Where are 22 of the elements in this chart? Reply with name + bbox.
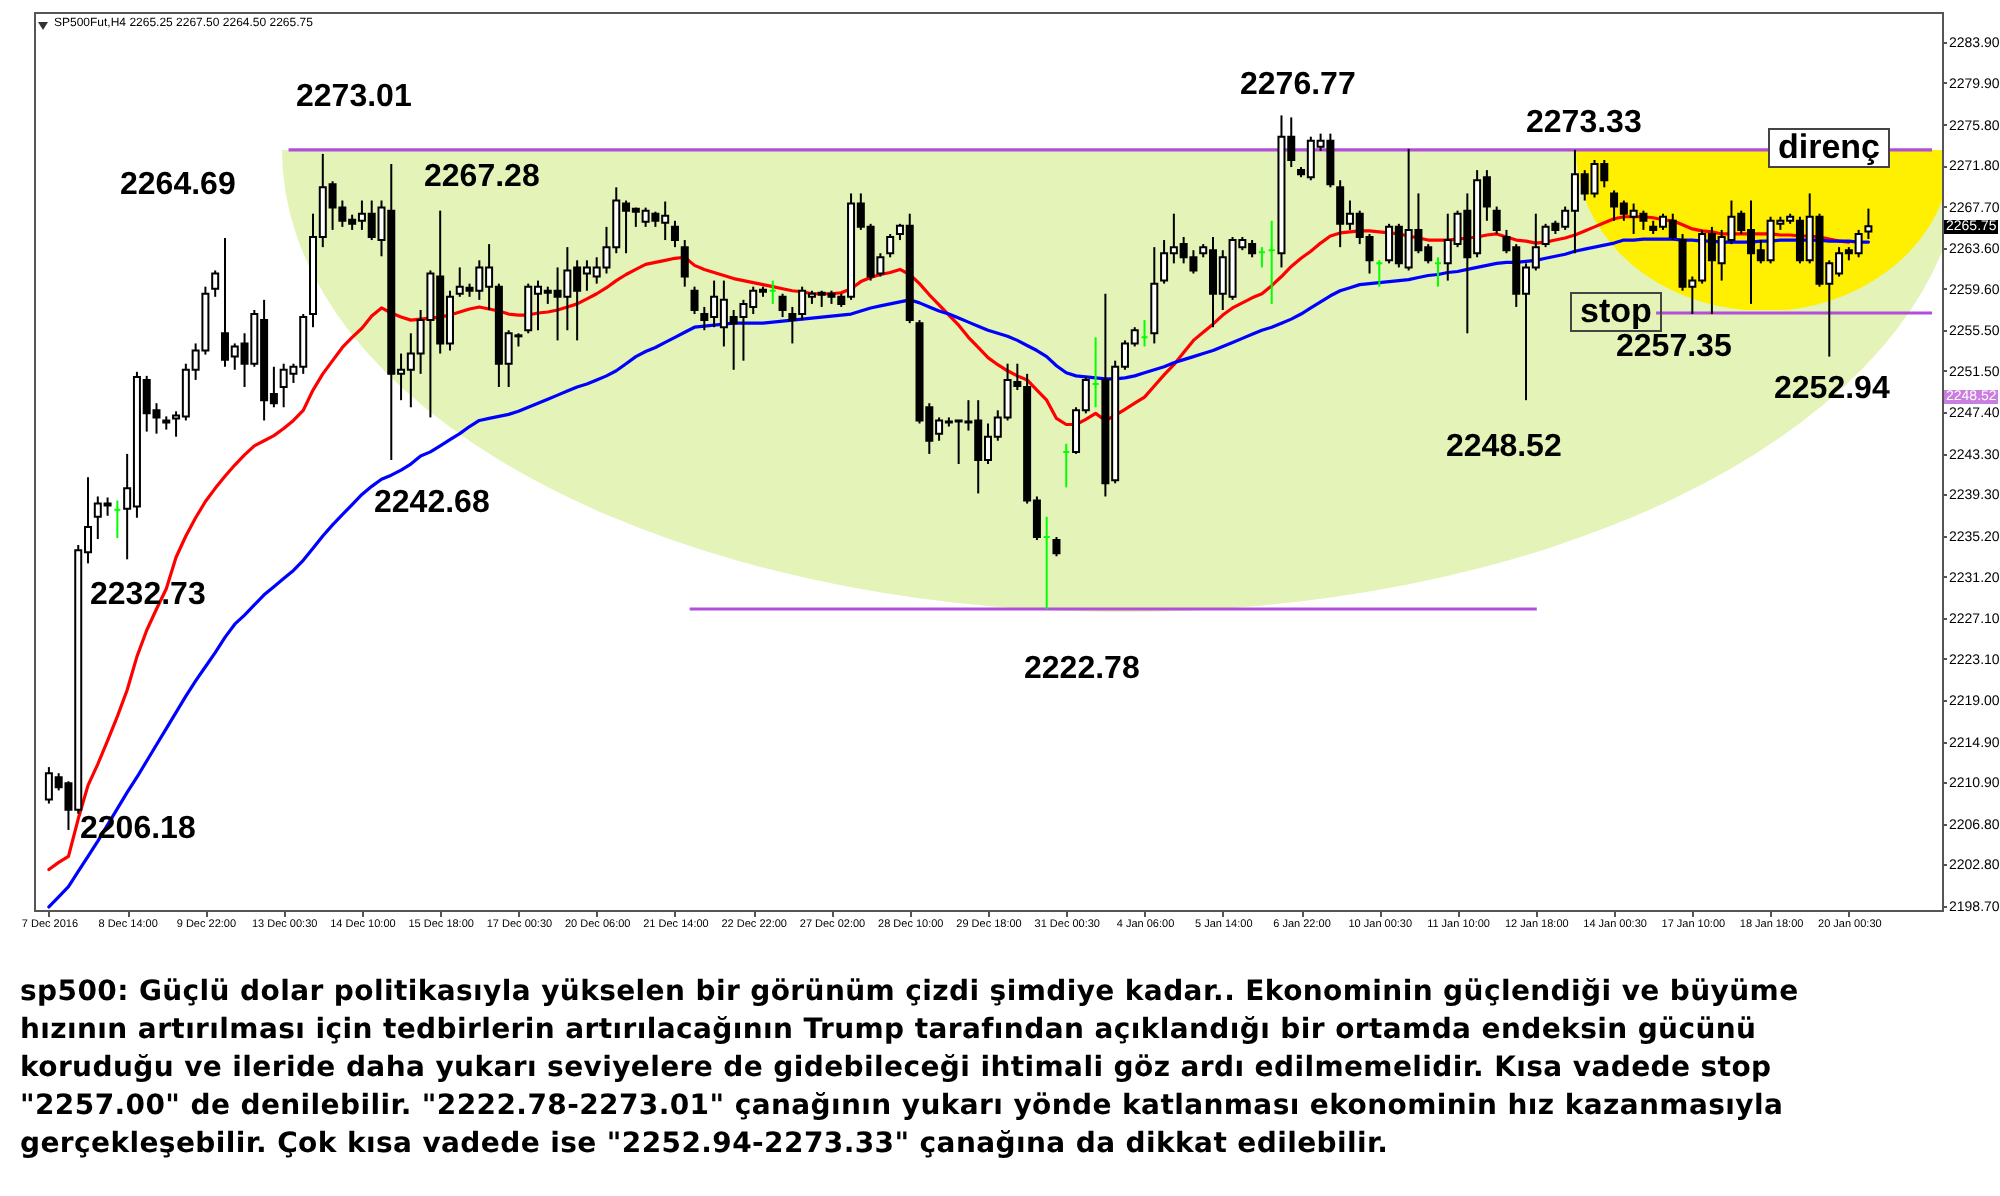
candlestick xyxy=(778,292,787,319)
annotation: 2252.94 xyxy=(1774,372,1890,406)
candlestick xyxy=(690,285,699,316)
annotation: 2267.28 xyxy=(424,160,540,194)
annotation: direnç xyxy=(1768,128,1891,168)
annotation: 2264.69 xyxy=(120,168,236,202)
text: sp500: Güçlü dolar politikasıyla yükselen bir görünüm çizdi şimdiye kadar.. Ekonominin güçlendiği ve büyüme hızının artırılması için tedbirlerin artırılacağının Trump tarafından açıklandığı bir ortamda endeksin gücünü koruduğu ve ileride daha yukarı seviyelere de gidebileceği ihtimali göz ardı edilmemelidir. Kısa vadede stop "2257.00" de denilebilir. "2222.78-2273.01" çanağının yukarı yönde katlanması ekonominin hız kazanmasıyla gerçekleşebilir. Çok kısa vadede ise "2252.94-2273.33" çanağına da dikkat edilebilir. xyxy=(20,974,1801,1164)
annotation: 2248.52 xyxy=(1446,430,1562,464)
candlestick xyxy=(211,269,220,298)
candlestick xyxy=(670,219,679,249)
annotation: 2273.33 xyxy=(1526,106,1642,140)
candlestick xyxy=(1052,536,1061,558)
candlestick xyxy=(1492,205,1501,235)
annotation: 2242.68 xyxy=(374,486,490,520)
annotation: 2276.77 xyxy=(1240,68,1356,102)
annotation: 2222.78 xyxy=(1024,652,1140,686)
candlestick xyxy=(886,232,895,259)
annotation: stop xyxy=(1570,292,1662,332)
candlestick xyxy=(680,239,689,288)
candlestick xyxy=(1864,207,1873,241)
annotation: 2257.35 xyxy=(1616,330,1732,364)
annotation: 2273.01 xyxy=(296,80,412,114)
